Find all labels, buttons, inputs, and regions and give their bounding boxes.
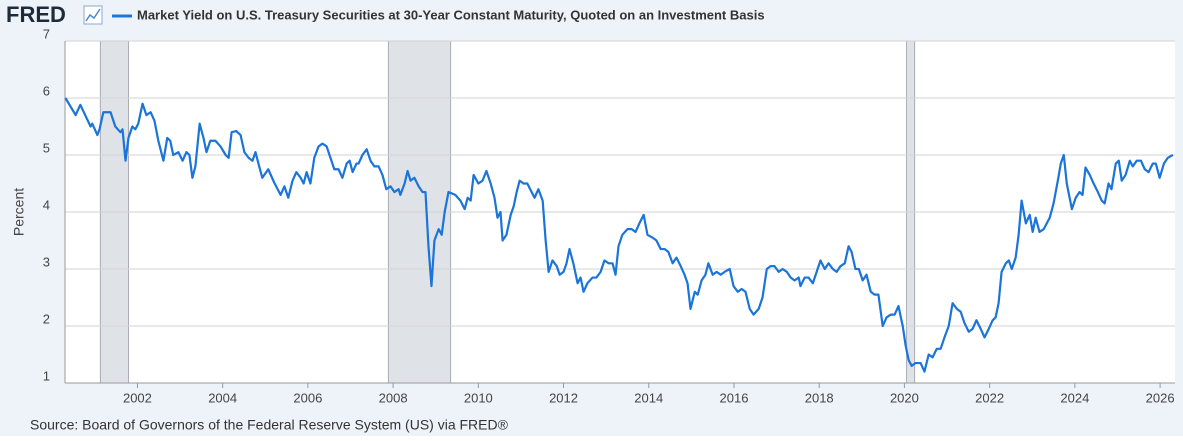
legend-label: Market Yield on U.S. Treasury Securities… [137,7,765,22]
y-tick-label: 4 [43,197,50,212]
x-tick-label: 2002 [123,390,152,405]
x-tick-label: 2012 [549,390,578,405]
logo-icon [83,5,103,25]
x-tick-label: 2016 [720,390,749,405]
x-tick-label: 2022 [975,390,1004,405]
y-tick-label: 6 [43,83,50,98]
y-tick-label: 1 [43,368,50,383]
x-tick-label: 2006 [293,390,322,405]
x-tick-label: 2010 [464,390,493,405]
logo: FRED [6,2,66,27]
y-axis-label: Percent [11,188,27,236]
x-tick-label: 2024 [1060,390,1089,405]
x-tick-label: 2014 [634,390,663,405]
y-tick-label: 7 [43,26,50,41]
series-line [64,97,1174,373]
y-tick-label: 3 [43,254,50,269]
x-tick-label: 2008 [379,390,408,405]
x-tick-label: 2004 [208,390,237,405]
y-tick-label: 5 [43,140,50,155]
x-tick-label: 2020 [890,390,919,405]
y-tick-label: 2 [43,311,50,326]
source-note: Source: Board of Governors of the Federa… [30,417,509,433]
x-tick-label: 2026 [1146,390,1175,405]
x-tick-label: 2018 [805,390,834,405]
